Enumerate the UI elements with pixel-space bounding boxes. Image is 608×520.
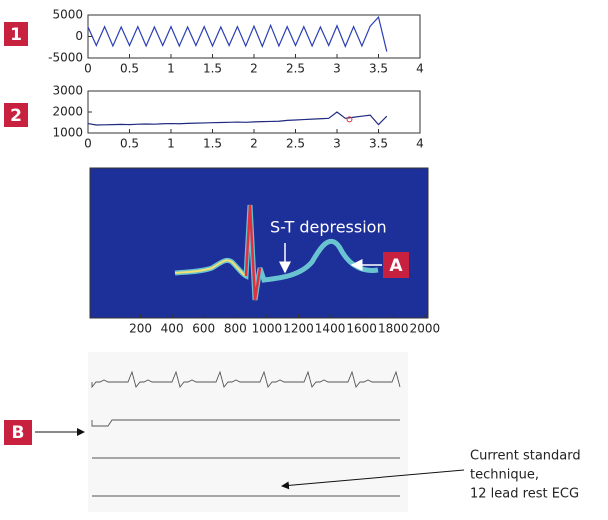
plot-frame [87,14,421,59]
x-tick-label: 3.5 [369,62,388,76]
waveform [174,204,379,301]
panel-label: A [389,256,403,276]
x-tick-label: 2 [250,137,258,151]
x-tick-label: 3 [333,62,341,76]
caption-arrow [281,469,465,490]
x-tick-label: 4 [416,62,424,76]
x-tick-label: 2 [250,62,258,76]
panel-label: 1 [10,25,22,45]
panel-badge [383,252,409,278]
panel-badge [4,420,32,445]
x-tick-label: 1800 [378,322,409,336]
x-tick-label: 600 [192,322,215,336]
x-tick-label: 1.5 [203,62,222,76]
y-tick-label: 1000 [52,126,83,140]
x-tick-label: 2000 [410,322,441,336]
x-tick-label: 1000 [252,322,283,336]
x-tick-label: 4 [416,137,424,151]
annotation: S-T depression [270,218,387,237]
signal-line [87,111,388,126]
y-tick-label: 5000 [52,8,83,22]
y-tick-label: 3000 [52,84,83,98]
ecg-trace [91,370,401,389]
heatmap [89,167,429,319]
highlight-point [346,116,353,123]
x-tick-label: 0 [84,137,92,151]
signal-line [87,15,388,52]
x-tick-label: 1600 [346,322,377,336]
x-tick-label: 400 [161,322,184,336]
panel-badge [4,22,28,46]
x-tick-label: 2.5 [286,137,305,151]
x-tick-label: 0 [84,62,92,76]
panel-label: 2 [10,106,22,126]
x-tick-label: 800 [224,322,247,336]
caption: Current standard [470,449,581,464]
y-tick-label: 2000 [52,105,83,119]
panel-badge [4,103,28,127]
x-tick-label: 3 [333,137,341,151]
x-tick-label: 1400 [315,322,346,336]
x-tick-label: 1 [167,62,175,76]
caption: 12 lead rest ECG [470,487,579,502]
x-tick-label: 1200 [283,322,314,336]
ecg-strip [88,352,408,512]
panel-label: B [12,423,25,443]
x-tick-label: 3.5 [369,137,388,151]
x-tick-label: 2.5 [286,62,305,76]
x-tick-label: 1.5 [203,137,222,151]
x-tick-label: 0.5 [120,62,139,76]
ecg-trace [91,419,400,427]
plot-frame [87,90,421,134]
y-tick-label: -5000 [48,51,83,65]
x-tick-label: 0.5 [120,137,139,151]
y-tick-label: 0 [75,29,83,43]
x-tick-label: 1 [167,137,175,151]
x-tick-label: 200 [129,322,152,336]
caption: technique, [470,468,539,483]
